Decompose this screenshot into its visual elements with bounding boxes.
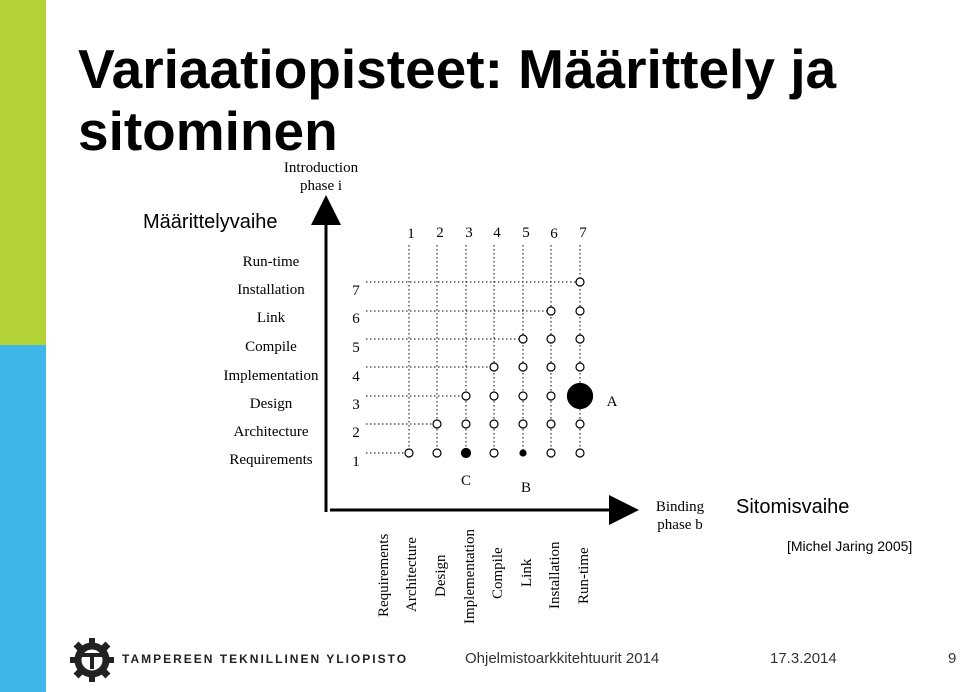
point-b2-i2 [432,419,442,429]
point-b1-i1 [404,448,414,458]
footer-date: 17.3.2014 [770,650,837,667]
col-number-1: 1 [407,226,415,242]
point-b6-i4 [546,362,556,372]
col-label-implementation: Implementation [462,529,478,624]
point-b7-i5 [575,334,585,344]
row-number-1: 1 [352,454,360,470]
point-b4-i4 [489,362,499,372]
col-number-4: 4 [493,225,501,241]
col-label-compile: Compile [490,547,506,599]
col-number-5: 5 [522,225,530,241]
dotted-gridlines [366,245,581,454]
row-label-installation: Installation [237,282,305,298]
point-label-a: A [607,394,618,410]
slide-title-line1: Variaatiopisteet: Määrittely ja [78,38,837,100]
row-label-requirements: Requirements [229,452,312,468]
slide-title: Variaatiopisteet: Määrittely ja sitomine… [78,38,836,162]
footer-page-number: 9 [948,650,957,667]
definition-phase-label: Määrittelyvaihe [143,211,278,233]
point-b4-i2 [489,419,499,429]
col-number-6: 6 [550,226,558,242]
point-b6-i2 [546,419,556,429]
citation: [Michel Jaring 2005] [787,538,913,554]
col-number-3: 3 [465,225,473,241]
row-number-6: 6 [352,311,360,327]
point-b6-i1 [546,448,556,458]
point-b5-i3 [518,391,528,401]
row-label-compile: Compile [245,339,297,355]
footer-organization: TAMPEREEN TEKNILLINEN YLIOPISTO [122,652,409,666]
point-b5-i2 [518,419,528,429]
point-b2-i1 [432,448,442,458]
x-axis-title-line1: Binding [656,499,705,515]
binding-phase-label: Sitomisvaihe [736,496,850,518]
row-number-4: 4 [352,369,360,385]
point-b7-i2 [575,419,585,429]
point-a [566,382,594,410]
col-label-design: Design [433,554,449,597]
point-b5-i4 [518,362,528,372]
point-b7-i4 [575,362,585,372]
point-label-b: B [521,480,531,496]
point-b7-i6 [575,306,585,316]
point-b7-i1 [575,448,585,458]
point-b3-i3 [461,391,471,401]
col-label-run-time: Run-time [576,547,592,604]
point-b4-i3 [489,391,499,401]
col-number-7: 7 [579,225,587,241]
slide-title-line2: sitominen [78,100,338,162]
point-b6-i3 [546,391,556,401]
row-number-5: 5 [352,340,360,356]
col-label-architecture: Architecture [404,537,420,612]
accent-bar-green [0,0,46,360]
y-axis-title-line2: phase i [300,178,342,194]
col-label-installation: Installation [547,541,563,609]
variation-points [404,277,594,459]
row-number-3: 3 [352,397,360,413]
y-axis-title-line1: Introduction [284,160,359,176]
row-label-link: Link [257,310,286,326]
point-b3-i2 [461,419,471,429]
point-b4-i1 [489,448,499,458]
point-b6-i6 [546,306,556,316]
point-b7-i7 [575,277,585,287]
point-b [519,449,527,457]
col-label-link: Link [519,558,535,587]
tut-logo-icon [70,638,114,682]
point-b5-i5 [518,334,528,344]
row-number-2: 2 [352,425,360,441]
point-label-c: C [461,473,471,489]
row-number-7: 7 [352,283,360,299]
point-b6-i5 [546,334,556,344]
col-number-2: 2 [436,225,444,241]
accent-bar-blue [0,345,46,692]
row-label-architecture: Architecture [234,424,309,440]
row-label-run-time: Run-time [243,254,300,270]
x-axis-title-line2: phase b [657,517,702,533]
row-label-implementation: Implementation [224,368,319,384]
row-label-design: Design [250,396,293,412]
footer-course: Ohjelmistoarkkitehtuurit 2014 [465,650,660,667]
col-label-requirements: Requirements [376,534,392,617]
point-c [460,447,472,459]
